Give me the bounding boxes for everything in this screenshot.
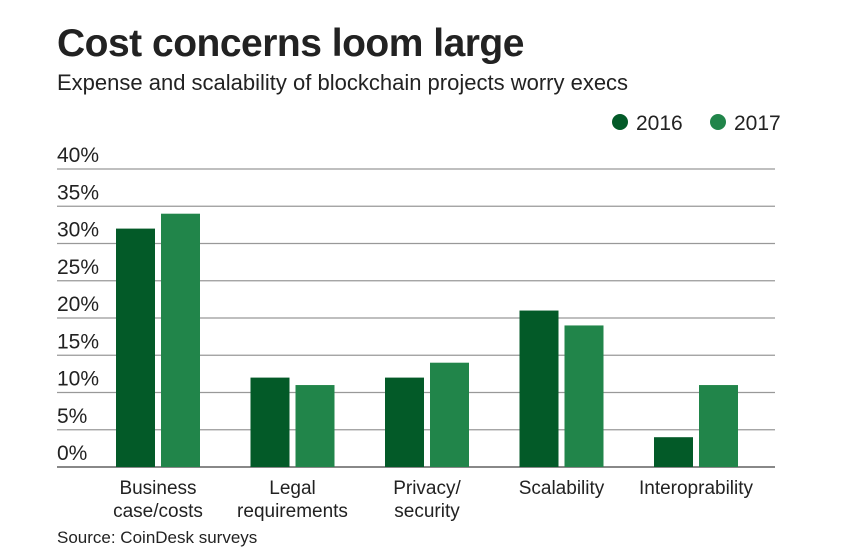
x-tick-label: Privacy/	[393, 478, 461, 499]
y-tick-label: 40%	[57, 144, 99, 167]
x-tick-label: Interoprability	[639, 478, 754, 499]
y-tick-label: 0%	[57, 442, 87, 465]
chart-subtitle: Expense and scalability of blockchain pr…	[57, 70, 629, 95]
bar-2017	[564, 325, 604, 467]
bar-2016	[519, 310, 559, 467]
bar-2016	[116, 228, 155, 467]
bar-2016	[654, 437, 693, 467]
x-tick-label: Business	[119, 478, 196, 499]
x-tick-label: security	[394, 501, 460, 522]
bar-2016	[250, 377, 290, 467]
x-tick-label: Legal	[269, 478, 316, 499]
y-tick-label: 25%	[57, 256, 99, 279]
y-tick-label: 15%	[57, 330, 99, 353]
legend-label: 2016	[636, 112, 683, 135]
bar-2017	[295, 385, 335, 467]
bar-2016	[385, 377, 424, 467]
y-tick-label: 20%	[57, 293, 99, 316]
legend-marker-2016	[612, 114, 628, 130]
chart-title: Cost concerns loom large	[57, 22, 524, 65]
x-tick-label: requirements	[237, 501, 348, 522]
chart-source: Source: CoinDesk surveys	[57, 528, 258, 547]
y-tick-label: 35%	[57, 181, 99, 204]
bar-2017	[699, 385, 738, 467]
x-tick-label: Scalability	[519, 478, 605, 499]
y-tick-label: 5%	[57, 405, 87, 428]
x-tick-label: case/costs	[113, 501, 203, 522]
bar-2017	[161, 213, 200, 467]
legend-marker-2017	[710, 114, 726, 130]
y-tick-label: 10%	[57, 368, 99, 391]
bar-2017	[430, 362, 469, 467]
legend-label: 2017	[734, 112, 781, 135]
y-tick-label: 30%	[57, 219, 99, 242]
